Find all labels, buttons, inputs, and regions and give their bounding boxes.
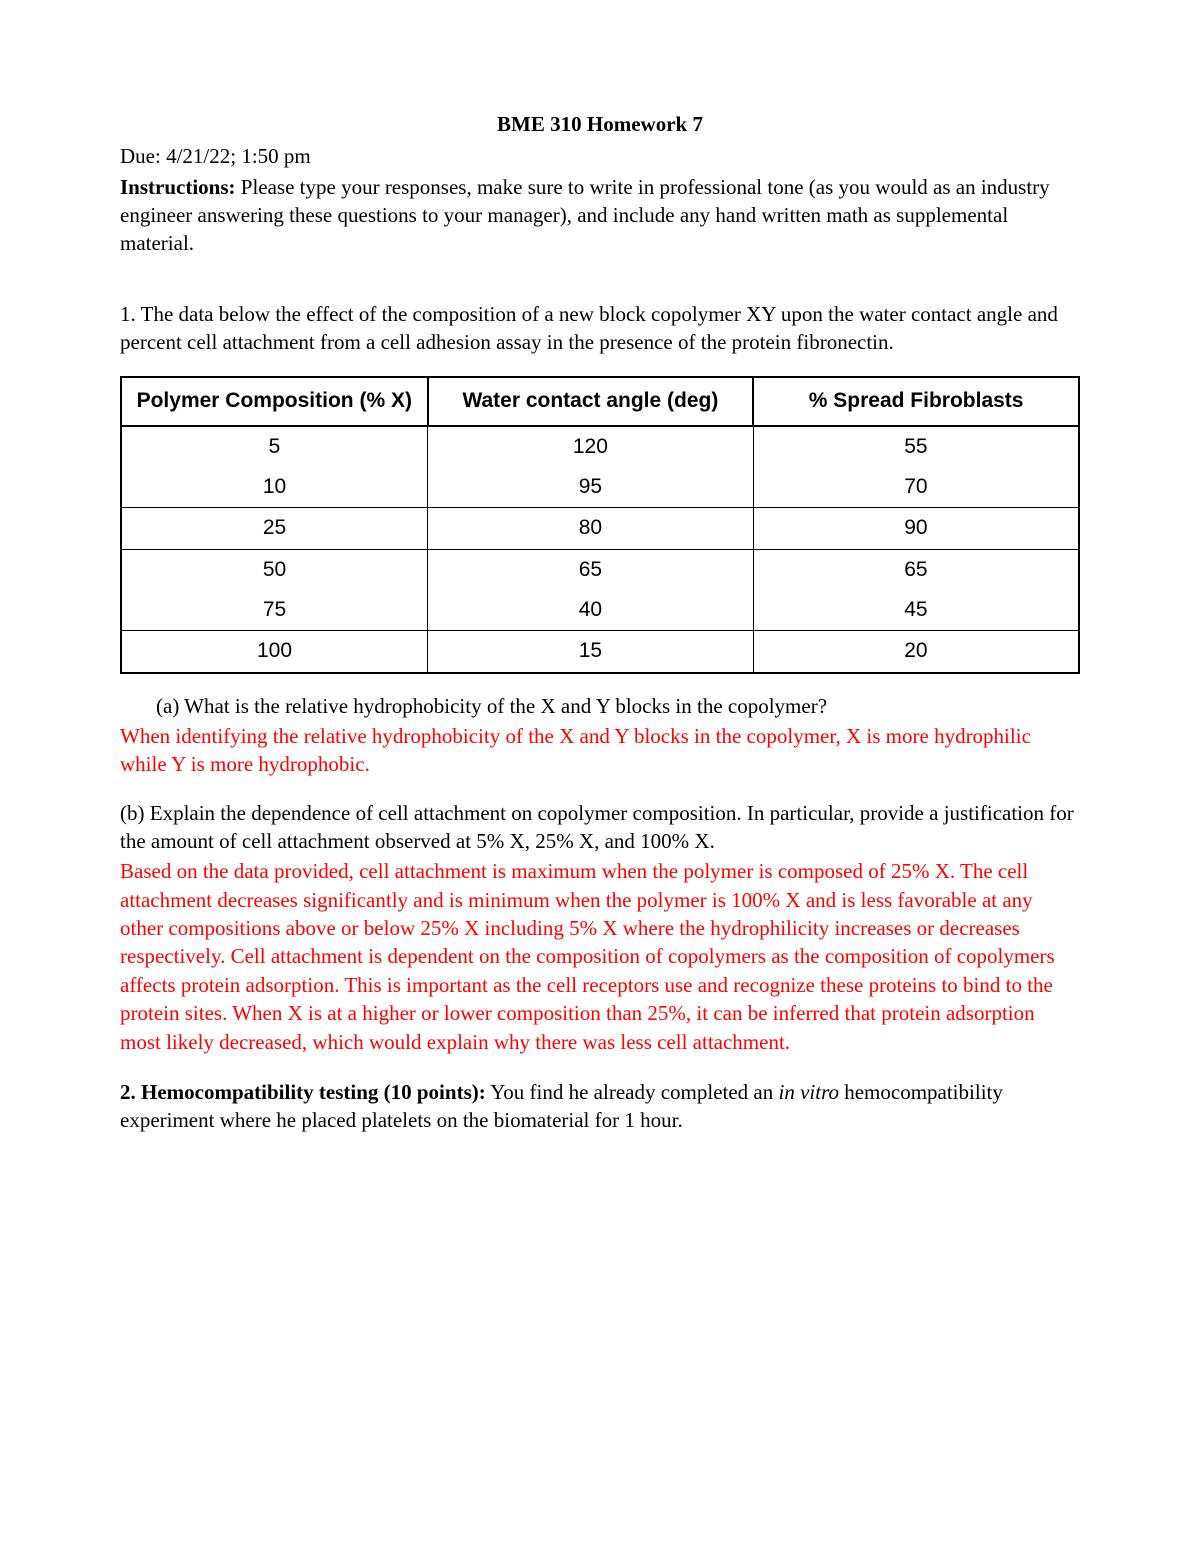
document-page: BME 310 Homework 7 Due: 4/21/22; 1:50 pm… — [0, 0, 1200, 1553]
table-cell: 75 — [121, 590, 428, 631]
table-row: 109570 — [121, 467, 1079, 508]
table-row: 506565 — [121, 549, 1079, 590]
instructions-block: Instructions: Please type your responses… — [120, 173, 1080, 258]
table-cell: 120 — [428, 426, 754, 467]
question-2-text-before: You find he already completed an — [486, 1080, 779, 1104]
table-cell: 55 — [753, 426, 1079, 467]
table-cell: 65 — [428, 549, 754, 590]
answer-1b: Based on the data provided, cell attachm… — [120, 857, 1080, 1055]
question-1-intro: 1. The data below the effect of the comp… — [120, 300, 1080, 357]
table-cell: 65 — [753, 549, 1079, 590]
table-cell: 50 — [121, 549, 428, 590]
table-header-cell: % Spread Fibroblasts — [753, 377, 1079, 425]
table-body: 5120551095702580905065657540451001520 — [121, 426, 1079, 673]
table-cell: 15 — [428, 631, 754, 673]
page-title: BME 310 Homework 7 — [120, 110, 1080, 138]
table-cell: 45 — [753, 590, 1079, 631]
question-1b: (b) Explain the dependence of cell attac… — [120, 799, 1080, 856]
table-cell: 100 — [121, 631, 428, 673]
question-2-label: 2. Hemocompatibility testing (10 points)… — [120, 1080, 486, 1104]
table-cell: 20 — [753, 631, 1079, 673]
question-2: 2. Hemocompatibility testing (10 points)… — [120, 1078, 1080, 1135]
table-cell: 5 — [121, 426, 428, 467]
table-header-cell: Polymer Composition (% X) — [121, 377, 428, 425]
answer-1a: When identifying the relative hydrophobi… — [120, 722, 1080, 779]
question-2-italic: in vitro — [779, 1080, 839, 1104]
table-header-cell: Water contact angle (deg) — [428, 377, 754, 425]
table-row: 754045 — [121, 590, 1079, 631]
table-cell: 95 — [428, 467, 754, 508]
data-table: Polymer Composition (% X) Water contact … — [120, 376, 1080, 673]
table-cell: 25 — [121, 508, 428, 549]
table-cell: 70 — [753, 467, 1079, 508]
table-header-row: Polymer Composition (% X) Water contact … — [121, 377, 1079, 425]
instructions-label: Instructions: — [120, 175, 236, 199]
table-row: 1001520 — [121, 631, 1079, 673]
table-cell: 40 — [428, 590, 754, 631]
instructions-text: Please type your responses, make sure to… — [120, 175, 1050, 256]
question-1a: (a) What is the relative hydrophobicity … — [156, 692, 1080, 720]
table-cell: 10 — [121, 467, 428, 508]
table-row: 258090 — [121, 508, 1079, 549]
table-cell: 80 — [428, 508, 754, 549]
table-row: 512055 — [121, 426, 1079, 467]
table-cell: 90 — [753, 508, 1079, 549]
due-line: Due: 4/21/22; 1:50 pm — [120, 142, 1080, 170]
